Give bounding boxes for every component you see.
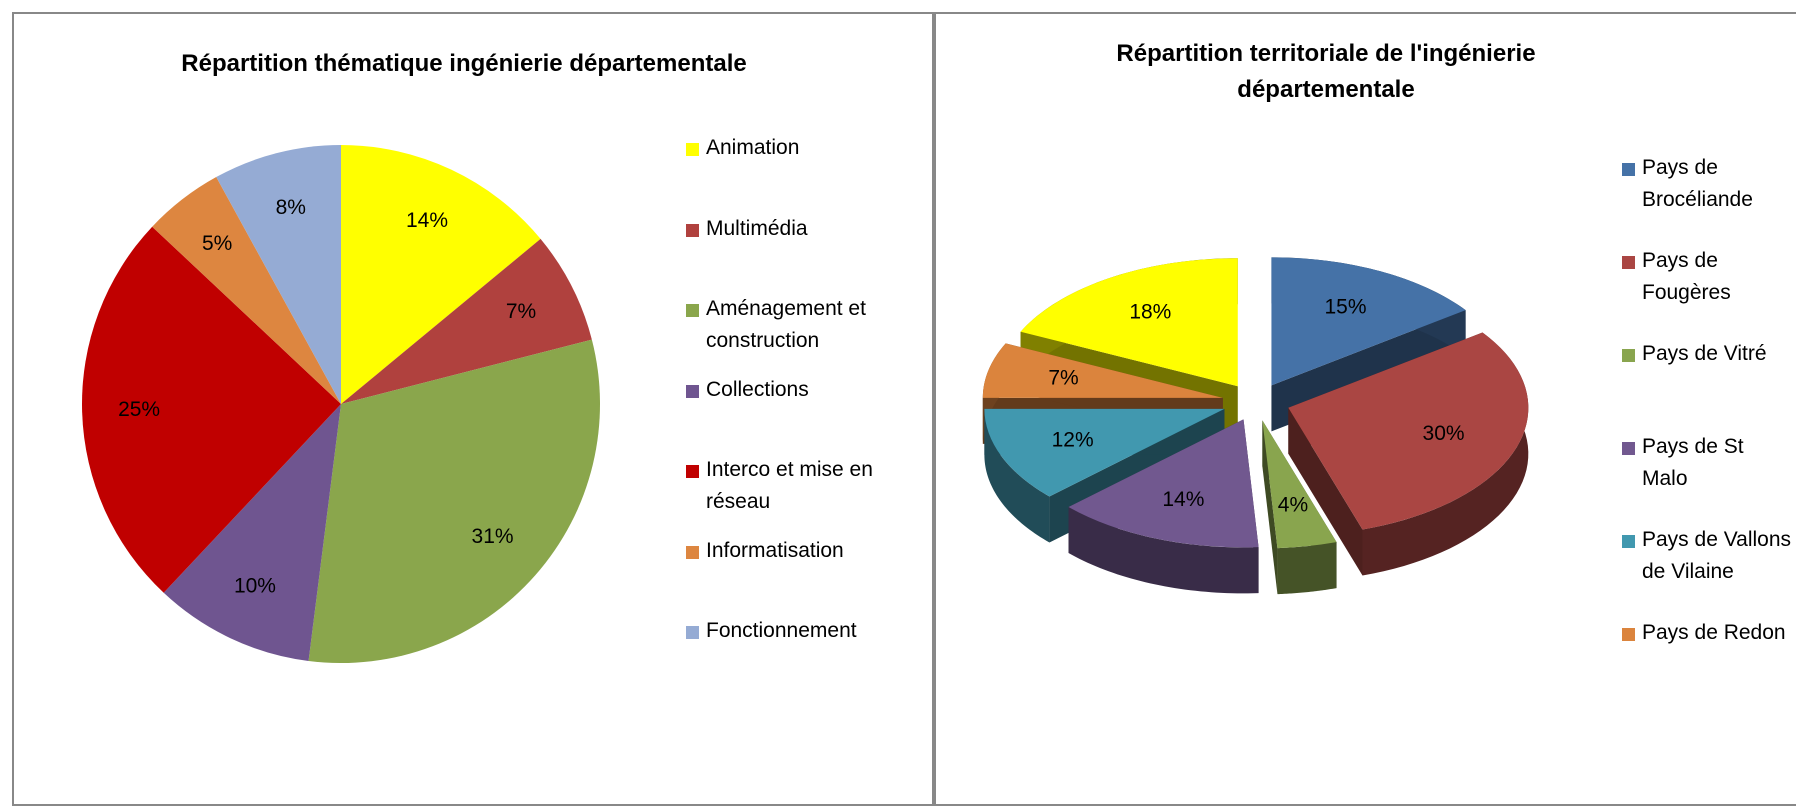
pie-slice bbox=[341, 238, 592, 404]
legend-item: Animation bbox=[686, 132, 906, 213]
legend-swatch bbox=[1622, 256, 1635, 269]
pie-slice-3d bbox=[1288, 332, 1529, 576]
legend-label: Pays de Vitré bbox=[1642, 342, 1767, 365]
legend-item: Interco et mise en réseau bbox=[686, 454, 906, 535]
data-label: 7% bbox=[1048, 366, 1078, 389]
data-label: 10% bbox=[234, 574, 276, 597]
pie-slice bbox=[308, 339, 600, 663]
data-label: 31% bbox=[472, 525, 514, 548]
legend-label: Pays de St Malo bbox=[1642, 435, 1744, 490]
pie-slice bbox=[82, 226, 342, 593]
legend-item: Fonctionnement bbox=[686, 615, 906, 696]
data-label: 18% bbox=[1129, 300, 1171, 323]
legend-swatch bbox=[686, 143, 699, 156]
data-label: 8% bbox=[276, 196, 306, 219]
page: Répartition thématique ingénierie départ… bbox=[12, 12, 1796, 806]
pie-slice-3d bbox=[1068, 419, 1259, 594]
pie-slice bbox=[1020, 258, 1238, 387]
legend-item: Aménagement et construction bbox=[686, 293, 906, 374]
data-label: 12% bbox=[1052, 428, 1094, 451]
chart-panel: Répartition thématique ingénierie départ… bbox=[12, 12, 934, 806]
chart: 14% 7% 31% 10% 25% 5% 8% bbox=[82, 145, 600, 663]
legend-label: Pays de Fougères bbox=[1642, 249, 1731, 304]
legend-label: Aménagement et construction bbox=[706, 297, 866, 352]
legend-swatch bbox=[686, 465, 699, 478]
chart: 15% 30% 4% 14% 12% 7% 18% bbox=[982, 257, 1529, 595]
legend-item: Pays de Redon bbox=[1622, 617, 1792, 710]
slice-side bbox=[1277, 542, 1337, 595]
chart-title: Répartition territoriale de l'ingénierie… bbox=[1116, 40, 1536, 103]
legend-swatch bbox=[686, 223, 699, 237]
data-label: 25% bbox=[118, 398, 160, 421]
legend-item: Pays de Vitré bbox=[1622, 338, 1792, 431]
legend-item: Multimédia bbox=[686, 213, 906, 294]
data-label: 15% bbox=[1325, 295, 1367, 318]
pie-slice bbox=[984, 408, 1225, 497]
legend-label: Multimédia bbox=[706, 216, 808, 240]
legend-label: Pays de Vallons de Vilaine bbox=[1642, 528, 1792, 583]
legend-label: Interco et mise en réseau bbox=[706, 458, 873, 513]
legend-swatch bbox=[686, 384, 699, 398]
pie-slice bbox=[152, 177, 341, 404]
data-label: 14% bbox=[406, 209, 448, 232]
pie-slice bbox=[1271, 257, 1466, 386]
pie-slice bbox=[341, 145, 541, 404]
legend-swatch bbox=[1622, 349, 1635, 362]
legend-swatch bbox=[1622, 442, 1635, 455]
legend-swatch bbox=[686, 304, 699, 317]
legend-swatch bbox=[686, 626, 699, 639]
legend-label: Fonctionnement bbox=[706, 619, 857, 642]
legend-item: Informatisation bbox=[686, 535, 906, 616]
pie-slice bbox=[982, 343, 1223, 398]
legend-label: Informatisation bbox=[706, 538, 844, 562]
data-label: 5% bbox=[202, 232, 232, 255]
slice-side bbox=[984, 408, 1050, 543]
data-label: 14% bbox=[1162, 488, 1204, 511]
legend-swatch bbox=[1622, 628, 1635, 641]
data-label: 4% bbox=[1278, 493, 1308, 516]
legend-item: Collections bbox=[686, 374, 906, 455]
legend-item: Pays de Vallons de Vilaine bbox=[1622, 524, 1792, 617]
legend-swatch bbox=[686, 545, 699, 559]
chart-panel: Répartition territoriale de l'ingénierie… bbox=[934, 12, 1796, 806]
data-label: 30% bbox=[1423, 422, 1465, 445]
pie-slice bbox=[216, 145, 341, 404]
legend-item: Pays de St Malo bbox=[1622, 431, 1792, 524]
legend-swatch bbox=[1622, 163, 1635, 176]
chart-title: Répartition thématique ingénierie départ… bbox=[181, 50, 747, 77]
pie-slice bbox=[1262, 420, 1337, 549]
slice-side bbox=[1068, 507, 1259, 594]
legend-label: Collections bbox=[706, 377, 809, 401]
slice-wall bbox=[1262, 420, 1278, 595]
legend-label: Pays de Brocéliande bbox=[1642, 156, 1753, 211]
legend-label: Pays de Redon bbox=[1642, 621, 1786, 644]
pie-slice bbox=[1068, 419, 1259, 548]
legend-swatch bbox=[1622, 535, 1635, 548]
legend-item: Pays de Fougères bbox=[1622, 245, 1792, 338]
pie-slice bbox=[163, 404, 341, 661]
pie-slice-3d bbox=[1262, 420, 1337, 595]
pie-slice bbox=[1288, 332, 1529, 530]
data-label: 7% bbox=[506, 300, 536, 323]
legend-item: Pays de Brocéliande bbox=[1622, 152, 1792, 245]
slice-wall bbox=[1288, 407, 1363, 576]
legend-label: Animation bbox=[706, 136, 800, 159]
slice-side bbox=[1362, 332, 1529, 576]
